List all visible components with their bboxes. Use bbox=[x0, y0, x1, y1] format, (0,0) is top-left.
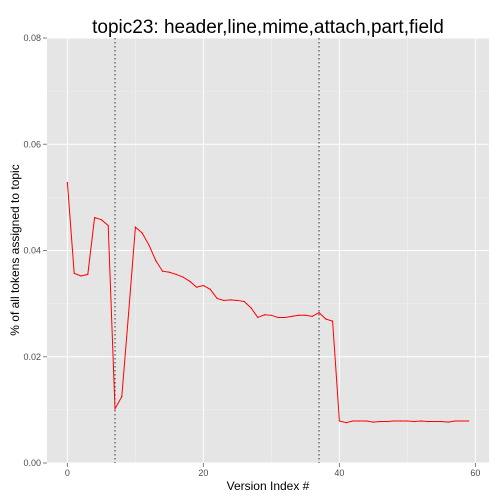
data-point bbox=[379, 420, 381, 423]
data-point bbox=[80, 275, 82, 277]
data-point bbox=[311, 315, 313, 317]
x-tick-label: 20 bbox=[198, 468, 208, 478]
data-point bbox=[386, 420, 388, 423]
y-axis-title: % of all tokens assigned to topic bbox=[8, 164, 22, 335]
data-point bbox=[202, 284, 204, 287]
data-point bbox=[338, 420, 340, 422]
data-point bbox=[277, 316, 279, 319]
data-point bbox=[284, 316, 286, 319]
data-point bbox=[236, 299, 238, 302]
y-tick-label: 0.06 bbox=[23, 139, 41, 149]
data-point bbox=[406, 420, 408, 422]
data-point bbox=[243, 300, 245, 303]
data-point bbox=[318, 312, 320, 314]
data-point bbox=[393, 420, 395, 422]
data-point bbox=[366, 420, 368, 422]
data-point bbox=[141, 232, 143, 234]
x-tick-label: 40 bbox=[334, 468, 344, 478]
data-point bbox=[332, 320, 334, 322]
data-point bbox=[345, 422, 347, 424]
data-point bbox=[94, 216, 96, 219]
data-point bbox=[440, 420, 442, 423]
data-point bbox=[413, 420, 415, 423]
data-point bbox=[216, 297, 218, 299]
data-point bbox=[175, 273, 177, 276]
data-point bbox=[223, 299, 225, 302]
y-tick-label: 0.00 bbox=[23, 458, 41, 468]
data-point bbox=[270, 314, 272, 316]
data-point bbox=[372, 421, 374, 423]
data-point bbox=[291, 315, 293, 317]
data-point bbox=[461, 420, 463, 422]
data-point bbox=[162, 270, 164, 272]
chart-title: topic23: header,line,mime,attach,part,fi… bbox=[92, 17, 444, 38]
data-point bbox=[155, 259, 157, 262]
data-point bbox=[134, 226, 136, 228]
series-group bbox=[66, 181, 470, 424]
data-point bbox=[427, 420, 429, 423]
data-point bbox=[454, 420, 456, 422]
reference-lines bbox=[114, 38, 320, 463]
data-point bbox=[196, 286, 198, 288]
data-point bbox=[128, 312, 130, 314]
x-axis-title: Version Index # bbox=[227, 479, 310, 493]
y-tick-label: 0.04 bbox=[23, 246, 41, 256]
data-point bbox=[87, 273, 89, 276]
data-point bbox=[182, 276, 184, 278]
data-point bbox=[447, 421, 449, 423]
data-point bbox=[250, 307, 252, 309]
data-point bbox=[400, 420, 402, 422]
data-point bbox=[468, 420, 470, 422]
grid-major bbox=[47, 37, 489, 464]
data-point bbox=[352, 420, 354, 422]
data-point bbox=[230, 299, 232, 301]
series-line bbox=[66, 182, 469, 424]
data-point bbox=[73, 272, 75, 274]
data-point bbox=[168, 271, 170, 273]
data-point bbox=[434, 420, 436, 423]
data-point bbox=[420, 420, 422, 422]
data-point bbox=[66, 181, 68, 184]
data-point bbox=[304, 314, 306, 316]
x-tick-label: 60 bbox=[470, 468, 480, 478]
data-point bbox=[107, 224, 109, 227]
y-tick-label: 0.08 bbox=[23, 33, 41, 43]
data-point bbox=[121, 395, 123, 398]
x-tick-label: 0 bbox=[65, 468, 70, 478]
data-point bbox=[325, 318, 327, 320]
data-point bbox=[148, 244, 150, 246]
data-point bbox=[209, 288, 211, 290]
data-point bbox=[189, 280, 191, 282]
data-point bbox=[114, 408, 116, 410]
data-point bbox=[257, 316, 259, 319]
data-point bbox=[264, 314, 266, 316]
data-point bbox=[100, 219, 102, 221]
data-point bbox=[359, 420, 361, 422]
data-point bbox=[298, 314, 300, 316]
y-axis: 0.00 0.02 0.04 0.06 0.08 bbox=[23, 33, 47, 468]
x-axis: 0 20 40 60 bbox=[65, 463, 480, 478]
y-tick-label: 0.02 bbox=[23, 352, 41, 362]
